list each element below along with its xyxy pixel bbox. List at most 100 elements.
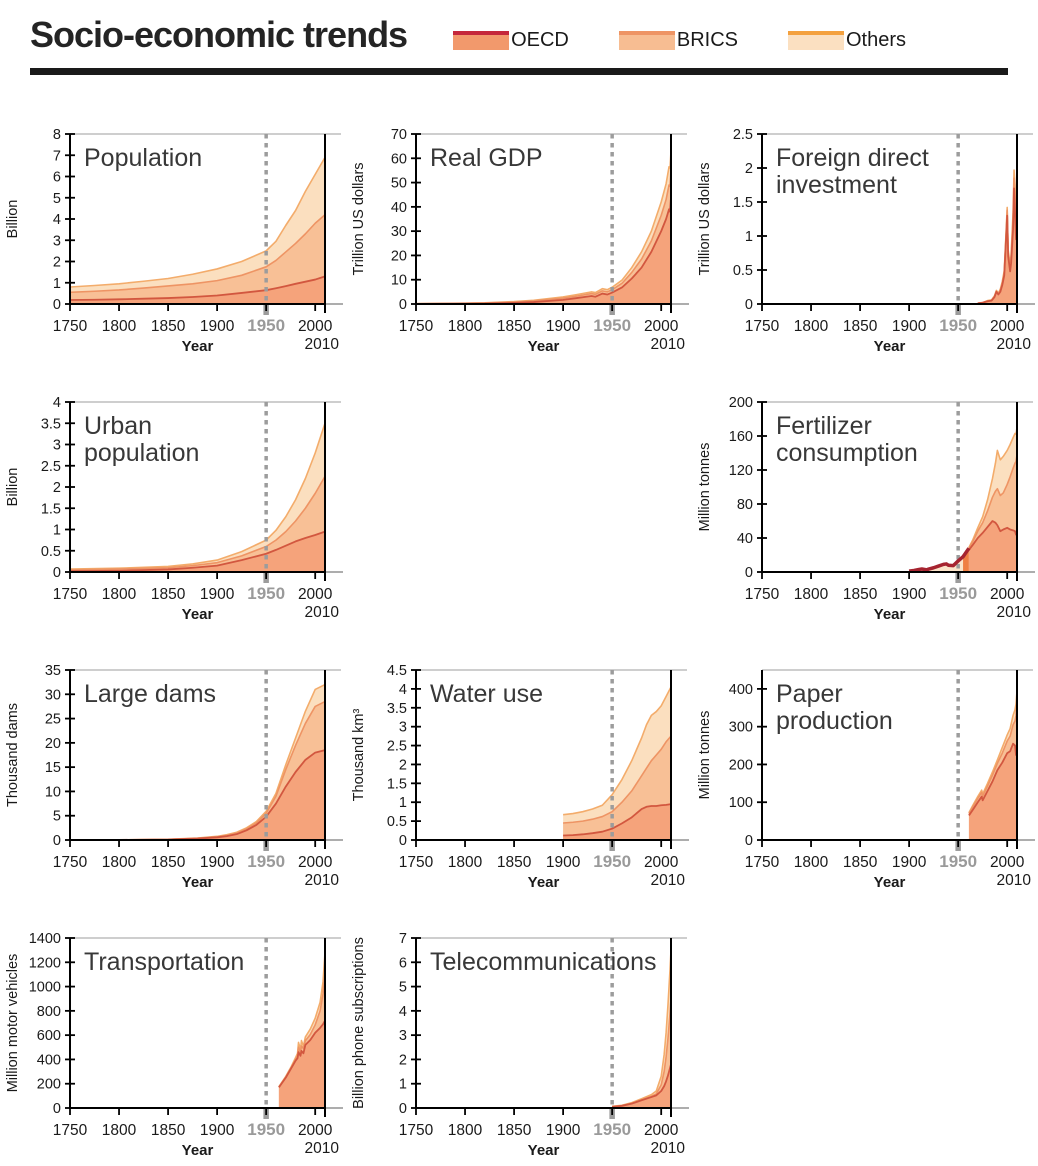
svg-text:2000: 2000	[298, 854, 333, 871]
page-title: Socio-economic trends	[30, 14, 408, 55]
svg-text:Trillion US dollars: Trillion US dollars	[351, 162, 367, 275]
svg-text:1950: 1950	[939, 584, 977, 603]
svg-text:consumption: consumption	[776, 439, 918, 467]
svg-text:200: 200	[729, 395, 753, 411]
svg-text:Year: Year	[874, 338, 906, 355]
svg-text:1750: 1750	[745, 586, 780, 603]
svg-text:1750: 1750	[53, 854, 88, 871]
svg-text:1.5: 1.5	[387, 776, 407, 792]
svg-text:2010: 2010	[305, 336, 340, 353]
svg-text:investment: investment	[776, 171, 897, 199]
svg-text:Large dams: Large dams	[84, 680, 216, 708]
header-rule	[30, 68, 1008, 75]
svg-text:60: 60	[391, 151, 407, 167]
svg-text:2.5: 2.5	[733, 127, 753, 143]
svg-text:0: 0	[745, 297, 753, 313]
svg-text:1750: 1750	[53, 1122, 88, 1139]
svg-text:0: 0	[399, 297, 407, 313]
svg-text:80: 80	[737, 497, 753, 513]
svg-text:0: 0	[399, 833, 407, 849]
legend-swatch-brics	[618, 31, 675, 50]
svg-text:1850: 1850	[843, 586, 878, 603]
svg-text:5: 5	[53, 809, 61, 825]
svg-text:1800: 1800	[102, 1122, 137, 1139]
svg-text:3.5: 3.5	[41, 416, 61, 432]
svg-text:0: 0	[53, 297, 61, 313]
svg-text:5: 5	[53, 191, 61, 207]
svg-text:1950: 1950	[939, 852, 977, 871]
legend-swatch-others	[788, 31, 844, 50]
svg-text:2010: 2010	[651, 1140, 686, 1157]
svg-text:Million motor vehicles: Million motor vehicles	[5, 954, 21, 1093]
svg-text:400: 400	[37, 1052, 61, 1068]
svg-text:6: 6	[53, 170, 61, 186]
svg-text:2010: 2010	[305, 1140, 340, 1157]
panel-paper: 0 100 200 300 400 1750 1800 1850 1900 1950 2000 201…	[692, 625, 1038, 893]
svg-text:1800: 1800	[102, 854, 137, 871]
svg-text:1: 1	[53, 276, 61, 292]
svg-text:40: 40	[737, 531, 753, 547]
svg-text:1750: 1750	[745, 854, 780, 871]
svg-text:1850: 1850	[151, 1122, 186, 1139]
svg-text:1900: 1900	[200, 1122, 235, 1139]
svg-text:20: 20	[45, 736, 61, 752]
svg-text:1950: 1950	[247, 316, 285, 335]
svg-text:1800: 1800	[102, 318, 137, 335]
svg-text:2000: 2000	[644, 854, 679, 871]
svg-text:1850: 1850	[497, 854, 532, 871]
svg-text:0: 0	[53, 1101, 61, 1117]
svg-text:4: 4	[399, 682, 407, 698]
svg-text:1850: 1850	[151, 318, 186, 335]
svg-text:1800: 1800	[794, 318, 829, 335]
chart-dams: 0 5 10 15 20 25 30 35 1750 1800 1850 1900 1950 200020…	[5, 663, 343, 891]
svg-text:2010: 2010	[305, 872, 340, 889]
svg-text:3: 3	[53, 233, 61, 249]
svg-text:Billion: Billion	[5, 200, 21, 239]
svg-text:Year: Year	[528, 874, 560, 891]
svg-text:1750: 1750	[399, 1122, 434, 1139]
svg-text:2010: 2010	[651, 872, 686, 889]
panel-dams: 0 5 10 15 20 25 30 35 1750 1800 1850 1900 1950 2000 20…	[0, 625, 346, 893]
svg-text:1: 1	[399, 795, 407, 811]
svg-text:0: 0	[53, 833, 61, 849]
svg-text:4.5: 4.5	[387, 663, 407, 679]
svg-text:Trillion US dollars: Trillion US dollars	[697, 162, 713, 275]
svg-text:120: 120	[729, 463, 753, 479]
panel-fdi: 0 0.5 1 1.5 2 2.5 1750 1800 1850 1900 1950 2000 2010…	[692, 89, 1038, 357]
svg-text:35: 35	[45, 663, 61, 679]
svg-text:2010: 2010	[997, 604, 1032, 621]
svg-text:50: 50	[391, 176, 407, 192]
svg-text:30: 30	[391, 224, 407, 240]
svg-text:2010: 2010	[651, 336, 686, 353]
svg-text:30: 30	[45, 687, 61, 703]
svg-text:800: 800	[37, 1004, 61, 1020]
svg-text:Year: Year	[874, 606, 906, 623]
legend-swatch-oecd	[453, 31, 510, 50]
svg-text:2000: 2000	[298, 1122, 333, 1139]
svg-text:1400: 1400	[29, 931, 61, 947]
svg-text:1000: 1000	[29, 980, 61, 996]
svg-text:1800: 1800	[448, 854, 483, 871]
svg-text:160: 160	[729, 429, 753, 445]
svg-text:1: 1	[745, 229, 753, 245]
svg-text:Billion phone subscriptions: Billion phone subscriptions	[351, 937, 367, 1109]
svg-text:1200: 1200	[29, 955, 61, 971]
svg-text:7: 7	[399, 931, 407, 947]
svg-text:3: 3	[399, 720, 407, 736]
svg-text:0.5: 0.5	[387, 814, 407, 830]
svg-text:1800: 1800	[794, 586, 829, 603]
chart-paper: 0 100 200 300 400 1750 1800 1850 1900 1950 2000201…	[697, 669, 1035, 891]
svg-text:0: 0	[745, 565, 753, 581]
svg-text:600: 600	[37, 1028, 61, 1044]
svg-text:1950: 1950	[939, 316, 977, 335]
svg-text:10: 10	[45, 784, 61, 800]
svg-text:Telecommunications: Telecommunications	[430, 948, 657, 976]
svg-text:70: 70	[391, 127, 407, 143]
svg-text:Real GDP: Real GDP	[430, 144, 543, 172]
panel-telecom: 0 1 2 3 4 5 6 7 1750 1800 1850 1900 1950 2000 2010 Year…	[346, 893, 692, 1161]
panel-fertilizer: 0 40 80 120 160 200 1750 1800 1850 1900 1950 2000 20…	[692, 357, 1038, 625]
svg-text:1850: 1850	[843, 854, 878, 871]
svg-text:0: 0	[53, 565, 61, 581]
